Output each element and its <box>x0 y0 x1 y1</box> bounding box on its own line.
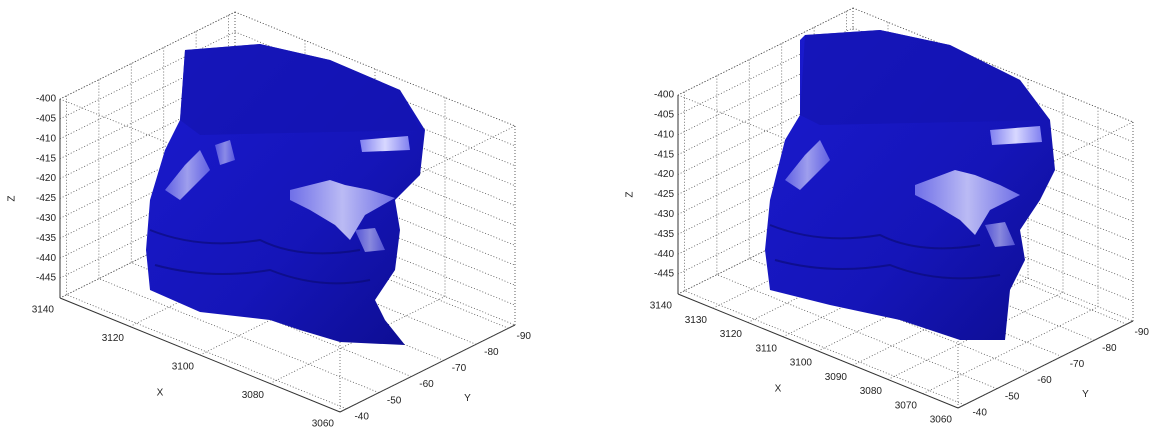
x-tick-label: 3090 <box>825 372 848 383</box>
x-axis-label: X <box>775 384 782 395</box>
z-axis-label: Z <box>625 191 636 197</box>
x-tick-label: 3140 <box>650 301 673 312</box>
z-tick-label: -445 <box>654 269 674 280</box>
z-tick-label: -420 <box>36 173 56 184</box>
surface-top <box>180 44 420 135</box>
z-tick-label: -435 <box>36 233 56 244</box>
y-tick-label: -70 <box>452 363 467 374</box>
y-tick-label: -60 <box>1037 375 1052 386</box>
z-tick-label: -420 <box>654 169 674 180</box>
z-tick-label: -405 <box>654 110 674 121</box>
z-tick-label: -430 <box>654 209 674 220</box>
x-tick-label: 3080 <box>860 386 883 397</box>
z-axis-label: Z <box>7 195 18 201</box>
x-tick-label: 3100 <box>790 358 813 369</box>
z-tick-label: -440 <box>36 253 56 264</box>
z-tick-label: -415 <box>654 149 674 160</box>
x-tick-label: 3080 <box>242 390 265 401</box>
figure: 3140 3120 3100 3080 3060 -40 -50 -60 -70 -80 -90 -4… <box>0 0 1156 433</box>
x-tick-label: 3140 <box>32 305 55 316</box>
z-tick-label: -410 <box>654 129 674 140</box>
plot-panel: 3140 3120 3100 3080 3060 -40 -50 -60 -70 -80 -90 -4… <box>7 12 532 430</box>
y-tick-label: -90 <box>517 331 532 342</box>
x-tick-label: 3120 <box>720 329 743 340</box>
y-tick-label: -70 <box>1070 359 1085 370</box>
x-tick-label: 3110 <box>755 343 777 354</box>
y-tick-label: -50 <box>1005 391 1020 402</box>
plot-panel: 3140 3130 3120 3110 3100 3090 3080 3070 3060 -40 -… <box>625 8 1150 426</box>
x-tick-label: 3060 <box>312 419 335 430</box>
z-tick-label: -400 <box>654 90 674 101</box>
x-axis-label: X <box>157 388 164 399</box>
y-axis-label: Y <box>464 393 471 404</box>
y-tick-label: -40 <box>354 411 369 422</box>
y-tick-label: -90 <box>1135 327 1150 338</box>
x-tick-label: 3120 <box>102 333 125 344</box>
y-tick-label: -60 <box>419 379 434 390</box>
x-tick-label: 3070 <box>895 400 918 411</box>
x-tick-label: 3130 <box>685 315 708 326</box>
z-tick-label: -425 <box>36 193 56 204</box>
z-tick-label: -410 <box>36 133 56 144</box>
surface <box>765 30 1055 340</box>
y-tick-label: -50 <box>387 395 402 406</box>
z-tick-label: -415 <box>36 153 56 164</box>
y-tick-label: -80 <box>484 347 499 358</box>
surface <box>146 44 425 345</box>
x-tick-label: 3100 <box>172 362 195 373</box>
z-tick-label: -430 <box>36 213 56 224</box>
x-tick-label: 3060 <box>930 415 953 426</box>
y-axis-label: Y <box>1082 389 1089 400</box>
z-tick-label: -425 <box>654 189 674 200</box>
surface-top <box>800 30 1050 125</box>
z-tick-label: -405 <box>36 114 56 125</box>
y-tick-label: -40 <box>972 407 987 418</box>
z-tick-label: -440 <box>654 249 674 260</box>
z-tick-label: -445 <box>36 273 56 284</box>
z-tick-label: -400 <box>36 94 56 105</box>
z-tick-label: -435 <box>654 229 674 240</box>
y-tick-label: -80 <box>1102 343 1117 354</box>
